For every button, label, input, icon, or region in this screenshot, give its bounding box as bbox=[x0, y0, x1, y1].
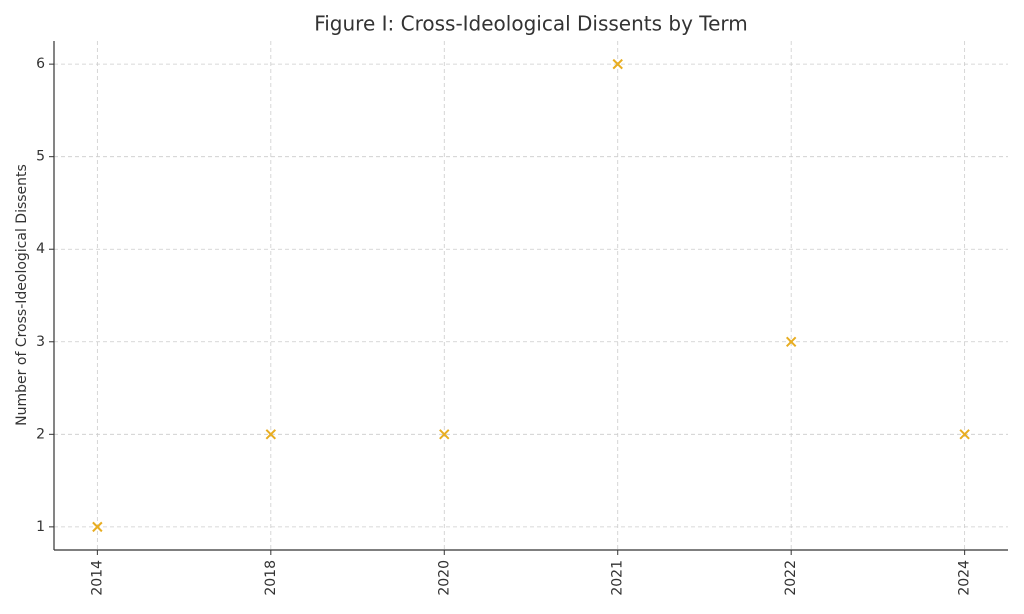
y-tick-label: 5 bbox=[36, 149, 45, 165]
marker bbox=[265, 429, 277, 440]
y-axis-label: Number of Cross-Ideological Dissents bbox=[14, 164, 30, 426]
x-tick-label: 2022 bbox=[783, 560, 799, 596]
marker bbox=[785, 336, 797, 347]
x-tick-label: 2014 bbox=[89, 560, 105, 596]
y-tick-label: 2 bbox=[36, 426, 45, 442]
x-tick-label: 2024 bbox=[957, 560, 973, 596]
y-tick-label: 4 bbox=[36, 241, 45, 257]
y-tick-label: 1 bbox=[36, 519, 45, 535]
marker bbox=[439, 429, 450, 440]
y-tick-label: 3 bbox=[36, 334, 45, 350]
y-tick-label: 6 bbox=[36, 56, 45, 72]
x-tick-label: 2021 bbox=[610, 560, 626, 596]
chart-title: Figure I: Cross-Ideological Dissents by … bbox=[314, 12, 748, 36]
marker bbox=[92, 521, 103, 533]
marker bbox=[612, 58, 623, 70]
x-tick-label: 2020 bbox=[436, 560, 452, 596]
x-tick-label: 2018 bbox=[263, 560, 279, 596]
marker bbox=[959, 429, 970, 440]
